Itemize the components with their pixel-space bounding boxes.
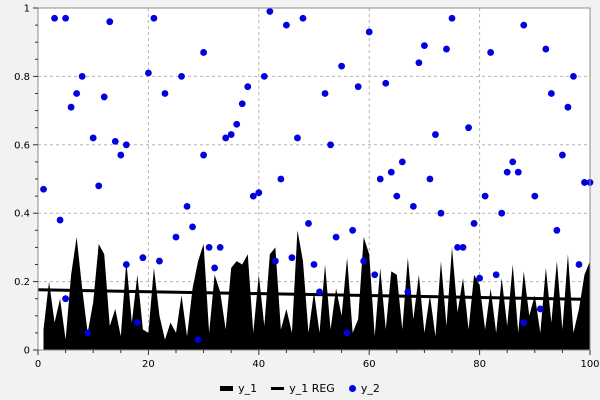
svg-text:80: 80 bbox=[473, 359, 486, 370]
legend-label-y2: y_2 bbox=[360, 382, 380, 395]
y2-dot-marker-icon bbox=[348, 385, 356, 392]
svg-text:60: 60 bbox=[363, 359, 376, 370]
svg-text:1: 1 bbox=[24, 4, 30, 15]
legend-item-y2: y_2 bbox=[348, 382, 380, 395]
svg-text:0: 0 bbox=[35, 359, 41, 370]
legend-label-y1-reg: y_1 REG bbox=[289, 382, 335, 395]
axis-ticks bbox=[33, 7, 591, 355]
legend-label-y1: y_1 bbox=[238, 382, 258, 395]
y1-reg-line-marker-icon bbox=[271, 387, 285, 390]
series-y1-area bbox=[43, 230, 590, 350]
gridlines bbox=[38, 8, 590, 350]
svg-text:0.2: 0.2 bbox=[14, 277, 30, 288]
svg-text:40: 40 bbox=[252, 359, 265, 370]
svg-text:100: 100 bbox=[580, 359, 599, 370]
legend-item-y1-reg: y_1 REG bbox=[271, 382, 335, 395]
x-axis-tick-labels: 0 20 40 60 80 100 bbox=[35, 359, 600, 370]
svg-text:0.8: 0.8 bbox=[14, 72, 30, 83]
svg-text:0.4: 0.4 bbox=[14, 209, 30, 220]
chart-legend: y_1 y_1 REG y_2 bbox=[0, 382, 600, 395]
svg-text:0.6: 0.6 bbox=[14, 140, 30, 151]
legend-item-y1: y_1 bbox=[220, 382, 257, 395]
y-axis-tick-labels: 0 0.2 0.4 0.6 0.8 1 bbox=[14, 4, 30, 357]
series-y2-scatter bbox=[40, 8, 594, 344]
y1-area-marker-icon bbox=[220, 386, 234, 391]
series-y1-reg-line bbox=[37, 288, 591, 301]
svg-text:0: 0 bbox=[24, 346, 30, 357]
svg-text:20: 20 bbox=[142, 359, 155, 370]
